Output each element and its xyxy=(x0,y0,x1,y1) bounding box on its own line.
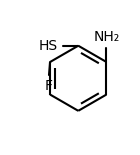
Text: NH₂: NH₂ xyxy=(93,30,120,44)
Text: F: F xyxy=(45,79,53,93)
Text: HS: HS xyxy=(38,39,58,53)
